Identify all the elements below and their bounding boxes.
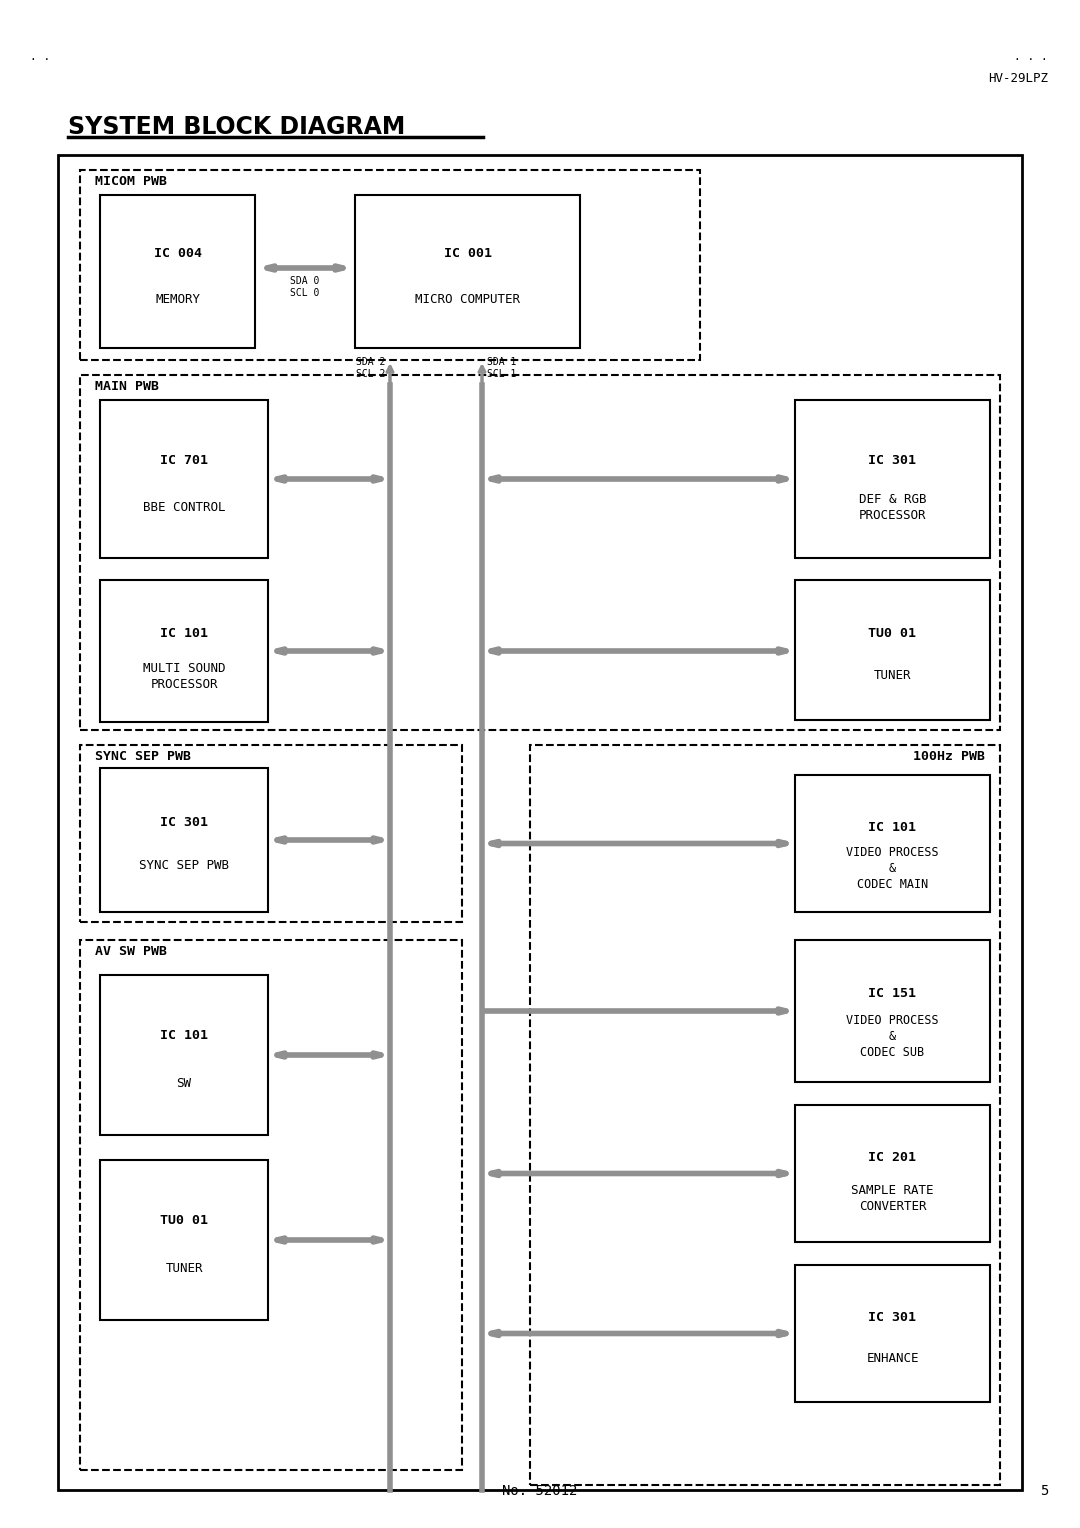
Bar bbox=[58, 154, 1022, 1490]
Text: IC 151: IC 151 bbox=[868, 987, 917, 1001]
Bar bbox=[795, 775, 990, 912]
Text: SYSTEM BLOCK DIAGRAM: SYSTEM BLOCK DIAGRAM bbox=[68, 115, 405, 139]
Text: SDA 0
SCL 0: SDA 0 SCL 0 bbox=[291, 277, 320, 298]
Bar bbox=[100, 581, 268, 723]
Bar bbox=[80, 746, 462, 921]
Bar bbox=[795, 1105, 990, 1242]
Bar bbox=[80, 374, 1000, 730]
Text: IC 701: IC 701 bbox=[160, 454, 208, 466]
Text: MEMORY: MEMORY bbox=[156, 292, 200, 306]
Bar bbox=[795, 400, 990, 558]
Bar bbox=[100, 400, 268, 558]
Text: IC 001: IC 001 bbox=[444, 246, 491, 260]
Text: SYNC SEP PWB: SYNC SEP PWB bbox=[139, 859, 229, 872]
Text: TUNER: TUNER bbox=[874, 669, 912, 681]
Text: . . .: . . . bbox=[1014, 52, 1048, 63]
Text: BBE CONTROL: BBE CONTROL bbox=[143, 501, 226, 513]
Text: 100Hz PWB: 100Hz PWB bbox=[913, 750, 985, 762]
Text: TU0 01: TU0 01 bbox=[160, 1215, 208, 1227]
Text: IC 301: IC 301 bbox=[160, 816, 208, 830]
Bar bbox=[795, 1265, 990, 1403]
Text: SDA 1
SCL 1: SDA 1 SCL 1 bbox=[487, 358, 516, 379]
Text: TU0 01: TU0 01 bbox=[868, 626, 917, 640]
Bar bbox=[355, 196, 580, 348]
Text: MULTI SOUND
PROCESSOR: MULTI SOUND PROCESSOR bbox=[143, 662, 226, 691]
Text: IC 301: IC 301 bbox=[868, 1311, 917, 1323]
Bar bbox=[795, 581, 990, 720]
Text: . .: . . bbox=[30, 52, 51, 63]
Text: IC 301: IC 301 bbox=[868, 454, 917, 466]
Text: MAIN PWB: MAIN PWB bbox=[95, 380, 159, 393]
Bar bbox=[100, 196, 255, 348]
Text: MICOM PWB: MICOM PWB bbox=[95, 176, 167, 188]
Text: SDA 2
SCL 2: SDA 2 SCL 2 bbox=[355, 358, 384, 379]
Bar bbox=[80, 940, 462, 1470]
Bar bbox=[530, 746, 1000, 1485]
Text: VIDEO PROCESS
&
CODEC SUB: VIDEO PROCESS & CODEC SUB bbox=[847, 1015, 939, 1059]
Text: MICRO COMPUTER: MICRO COMPUTER bbox=[415, 292, 519, 306]
Bar bbox=[100, 975, 268, 1135]
Text: No. 52012: No. 52012 bbox=[502, 1484, 578, 1497]
Text: AV SW PWB: AV SW PWB bbox=[95, 944, 167, 958]
Bar bbox=[795, 940, 990, 1082]
Text: SYNC SEP PWB: SYNC SEP PWB bbox=[95, 750, 191, 762]
Text: TUNER: TUNER bbox=[165, 1262, 203, 1276]
Text: IC 101: IC 101 bbox=[160, 1030, 208, 1042]
Text: 5: 5 bbox=[1040, 1484, 1048, 1497]
Text: DEF & RGB
PROCESSOR: DEF & RGB PROCESSOR bbox=[859, 494, 927, 523]
Text: HV-29LPZ: HV-29LPZ bbox=[988, 72, 1048, 86]
Text: IC 201: IC 201 bbox=[868, 1151, 917, 1163]
Text: SAMPLE RATE
CONVERTER: SAMPLE RATE CONVERTER bbox=[851, 1184, 934, 1213]
Text: IC 004: IC 004 bbox=[153, 246, 202, 260]
Bar bbox=[100, 769, 268, 912]
Text: IC 101: IC 101 bbox=[868, 821, 917, 834]
Bar bbox=[100, 1160, 268, 1320]
Bar bbox=[80, 170, 700, 361]
Text: ENHANCE: ENHANCE bbox=[866, 1352, 919, 1365]
Text: IC 101: IC 101 bbox=[160, 628, 208, 640]
Text: SW: SW bbox=[176, 1077, 191, 1091]
Text: VIDEO PROCESS
&
CODEC MAIN: VIDEO PROCESS & CODEC MAIN bbox=[847, 845, 939, 891]
